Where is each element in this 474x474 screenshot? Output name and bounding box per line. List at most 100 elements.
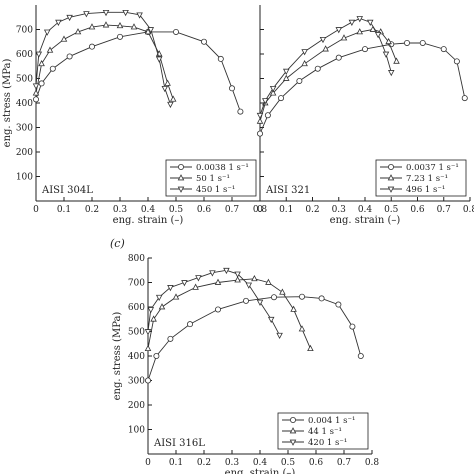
data-point-triangle-down xyxy=(147,27,155,34)
x-tick-label: 0.1 xyxy=(57,205,71,215)
data-point-circle xyxy=(361,46,368,53)
data-point-circle xyxy=(217,55,224,62)
data-point-circle xyxy=(200,38,207,45)
x-tick-label: 0.7 xyxy=(437,205,452,215)
data-point-triangle-down xyxy=(155,294,163,302)
x-tick-label: 0.2 xyxy=(197,458,211,468)
data-point-triangle-down xyxy=(167,101,174,109)
data-point-triangle-down xyxy=(348,19,356,26)
data-point-triangle-up xyxy=(356,28,364,35)
data-point-triangle-down xyxy=(122,9,129,17)
data-point-triangle-up xyxy=(256,117,264,124)
data-point-circle xyxy=(349,323,356,330)
data-point-circle xyxy=(403,39,410,46)
x-tick-label: 0.8 xyxy=(253,205,268,215)
data-point-circle xyxy=(318,295,325,302)
data-point-triangle-down xyxy=(319,36,327,44)
data-point-circle xyxy=(335,54,342,61)
legend-marker-triangle-up xyxy=(177,174,185,181)
data-point-triangle-down xyxy=(144,329,152,336)
y-tick-label: 200 xyxy=(16,148,33,158)
series-line-circle xyxy=(35,31,241,112)
series-line-circle xyxy=(147,296,362,381)
data-point-triangle-up xyxy=(214,278,222,285)
x-tick-label: 0.6 xyxy=(410,205,425,215)
data-point-triangle-down xyxy=(136,12,143,19)
legend-entry: 0.0037 1 s⁻¹ xyxy=(406,163,459,173)
y-axis-label: eng. stress (MPa) xyxy=(112,312,123,401)
data-point-triangle-down xyxy=(374,32,382,39)
data-point-triangle-down xyxy=(387,70,395,77)
data-point-triangle-up xyxy=(144,344,152,352)
data-point-triangle-up xyxy=(282,74,290,81)
x-tick-label: 0.8 xyxy=(463,205,474,215)
y-tick-label: 600 xyxy=(16,50,33,60)
data-point-circle xyxy=(277,95,284,102)
legend-marker-triangle-up xyxy=(289,427,297,434)
data-point-circle xyxy=(228,85,235,92)
data-point-circle xyxy=(270,294,277,301)
y-tick-label: 100 xyxy=(128,426,145,436)
y-tick-label: 500 xyxy=(16,75,33,85)
series-line-triangle-down xyxy=(35,11,171,105)
data-point-circle xyxy=(214,306,221,313)
data-point-triangle-down xyxy=(195,275,202,282)
data-point-triangle-up xyxy=(102,21,110,28)
series-line-triangle-up xyxy=(259,29,397,122)
data-point-circle xyxy=(256,130,263,137)
data-point-triangle-down xyxy=(366,19,374,26)
legend-marker-triangle-up xyxy=(387,174,395,181)
data-point-circle xyxy=(357,352,364,359)
data-point-triangle-up xyxy=(265,278,272,285)
data-point-circle xyxy=(242,297,249,304)
x-tick-label: 0.3 xyxy=(113,205,128,215)
data-point-triangle-down xyxy=(147,307,155,314)
data-point-triangle-down xyxy=(335,27,343,34)
x-tick-label: 0.7 xyxy=(337,458,352,468)
data-point-triangle-up xyxy=(130,23,138,30)
legend-entry: 44 1 s⁻¹ xyxy=(308,427,342,437)
data-point-triangle-up xyxy=(290,305,297,312)
legend-entry: 496 1 s⁻¹ xyxy=(406,185,445,195)
data-point-circle xyxy=(144,377,151,384)
data-point-triangle-down xyxy=(181,280,188,287)
data-point-circle xyxy=(66,53,73,60)
data-point-triangle-down xyxy=(66,14,73,22)
x-tick-label: 0.7 xyxy=(225,205,240,215)
x-tick-label: 0.1 xyxy=(169,458,183,468)
x-tick-label: 0.4 xyxy=(141,205,156,215)
y-axis-label: eng. stress (MPa) xyxy=(2,59,13,148)
data-point-triangle-up xyxy=(298,325,306,332)
data-point-triangle-down xyxy=(245,282,253,289)
legend-entry: 450 1 s⁻¹ xyxy=(196,185,235,195)
data-point-triangle-up xyxy=(234,276,241,283)
x-tick-label: 0 xyxy=(33,205,39,215)
data-point-circle xyxy=(314,65,321,72)
y-tick-label: 300 xyxy=(16,124,33,134)
data-point-circle xyxy=(33,96,40,103)
data-point-triangle-up xyxy=(322,45,329,52)
x-tick-label: 0.3 xyxy=(332,205,347,215)
data-point-triangle-down xyxy=(43,29,51,36)
x-tick-label: 0.1 xyxy=(279,205,293,215)
chart-annotation: AISI 304L xyxy=(41,185,93,196)
x-tick-label: 0.6 xyxy=(197,205,212,215)
series-line-circle xyxy=(259,42,466,134)
legend-marker-circle xyxy=(289,416,296,423)
x-tick-label: 0.6 xyxy=(309,458,324,468)
y-tick-label: 700 xyxy=(16,26,33,36)
y-tick-label: 300 xyxy=(128,377,145,387)
y-tick-label: 100 xyxy=(16,173,33,183)
data-point-triangle-up xyxy=(393,57,400,64)
data-point-circle xyxy=(296,77,303,84)
data-point-circle xyxy=(89,43,96,50)
data-point-triangle-down xyxy=(35,51,43,58)
x-tick-label: 0.3 xyxy=(225,458,240,468)
legend-marker-circle xyxy=(387,163,394,170)
x-tick-label: 0.5 xyxy=(169,205,184,215)
panel-label-c: (c) xyxy=(110,237,125,250)
data-point-triangle-up xyxy=(144,28,152,35)
data-point-triangle-up xyxy=(60,35,68,42)
data-point-triangle-down xyxy=(161,85,169,93)
